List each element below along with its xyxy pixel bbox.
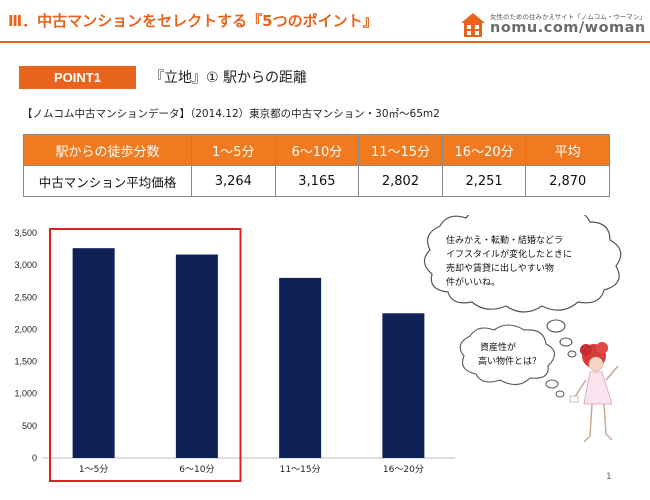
- price-table: 駅からの徒歩分数 1～5分 6～10分 11～15分 16～20分 平均 中古マ…: [23, 134, 610, 197]
- bubble-large-line: 住みかえ・転勤・結婚などラ: [446, 234, 563, 246]
- table-column-header: 1～5分: [191, 134, 276, 166]
- bubble-small-line: 資産性が: [480, 341, 516, 353]
- page-number: 1: [606, 472, 612, 482]
- price-bar-chart: 0 500 1,000 1,500 2,000 2,500 3,000 3,500 1～5分 6…: [14, 215, 622, 482]
- x-axis: 1～5分 6～10分 11～15分 16～20分: [79, 464, 424, 475]
- bar: [175, 254, 218, 458]
- point-heading: 『立地』① 駅からの距離: [150, 70, 308, 86]
- table-cell: 3,264: [191, 165, 276, 197]
- table-row: 中古マンション平均価格 3,264 3,165 2,802 2,251 2,87…: [23, 165, 610, 197]
- logo-tagline: 女性のための住みかえサイト「ノムコム・ウーマン」: [490, 13, 646, 21]
- bar: [279, 277, 322, 458]
- table-cell: 2,802: [358, 165, 443, 197]
- y-tick-label: 3,500: [14, 228, 37, 238]
- woman-illustration: [569, 342, 619, 443]
- thought-bubble-large: 住みかえ・転勤・結婚などラ イフスタイルが変化したときに 売却や賃貸に出しやすい…: [423, 215, 622, 358]
- table-column-header: 平均: [525, 134, 610, 166]
- header-divider: [0, 41, 650, 43]
- y-tick-label: 1,000: [14, 389, 37, 399]
- y-tick-label: 2,000: [14, 324, 37, 334]
- table-header-label: 駅からの徒歩分数: [23, 134, 192, 166]
- logo-text: nomu.com/woman: [490, 20, 646, 36]
- house-icon: [461, 13, 485, 37]
- y-tick-label: 3,000: [14, 260, 37, 270]
- table-row-label: 中古マンション平均価格: [23, 165, 192, 197]
- x-tick-label: 6～10分: [179, 464, 214, 475]
- bubble-small-line: 高い物件とは？: [478, 355, 541, 367]
- bubble-large-line: 件がいいね。: [446, 276, 500, 288]
- y-tick-label: 0: [32, 453, 37, 463]
- bar-series: [72, 248, 425, 458]
- table-header-row: 駅からの徒歩分数 1～5分 6～10分 11～15分 16～20分 平均: [23, 134, 610, 166]
- bar: [72, 248, 115, 458]
- x-tick-label: 11～15分: [280, 464, 321, 475]
- table-column-header: 6～10分: [274, 134, 360, 166]
- table-column-header: 16～20分: [441, 134, 527, 166]
- table-cell: 2,251: [441, 165, 527, 197]
- bar: [382, 313, 425, 458]
- page-title: Ⅲ．中古マンションをセレクトする『5つのポイント』: [8, 12, 378, 30]
- point-badge: POINT1: [19, 66, 136, 89]
- brand-logo[interactable]: 女性のための住みかえサイト「ノムコム・ウーマン」 nomu.com/woman: [460, 10, 646, 40]
- table-cell: 3,165: [274, 165, 360, 197]
- y-tick-label: 500: [22, 421, 37, 431]
- x-tick-label: 1～5分: [79, 464, 108, 475]
- source-note: 【ノムコム中古マンションデータ】（2014.12）東京都の中古マンション・30㎡…: [22, 108, 440, 120]
- table-column-header: 11～15分: [358, 134, 443, 166]
- bubble-large-line: イフスタイルが変化したときに: [446, 248, 572, 260]
- bubble-large-line: 売却や賃貸に出しやすい物: [446, 262, 554, 274]
- highlight-box: [49, 228, 242, 482]
- table-cell: 2,870: [525, 165, 610, 197]
- thought-bubble-small: 資産性が 高い物件とは？: [459, 324, 565, 398]
- y-tick-label: 1,500: [14, 357, 37, 367]
- x-tick-label: 16～20分: [383, 464, 424, 475]
- y-tick-label: 2,500: [14, 292, 37, 302]
